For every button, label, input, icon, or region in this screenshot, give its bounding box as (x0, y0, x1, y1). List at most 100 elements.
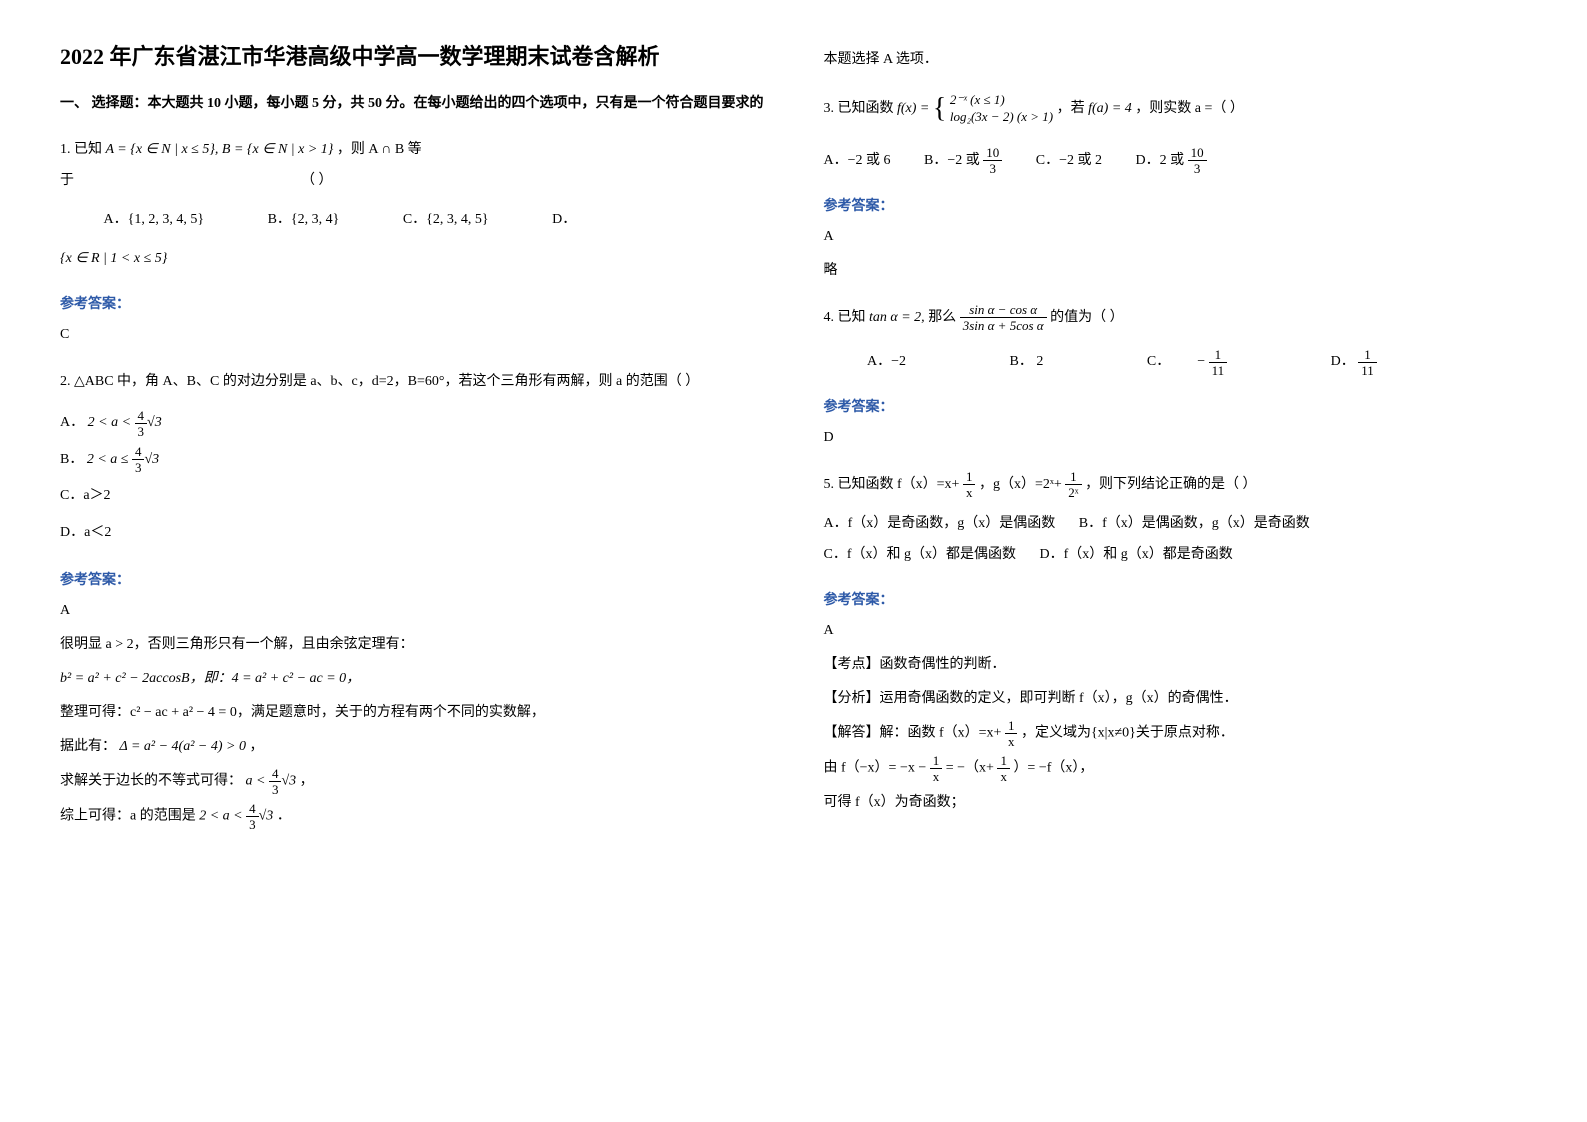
frac-den: 11 (1358, 363, 1377, 377)
q4-option-c: C． − 1 11 (1147, 347, 1227, 378)
q2-stem: 2. △ABC 中，角 A、B、C 的对边分别是 a、b、c，d=2，B=60°… (60, 374, 699, 389)
q2-optB-sqrt: √3 (144, 452, 159, 467)
frac: 1 x (963, 470, 976, 499)
q2-optA-pre: A． (60, 415, 84, 430)
frac-num: 1 (963, 470, 976, 485)
neg: − (1197, 354, 1205, 369)
q3-option-b: B．−2 或 10 3 (924, 146, 1002, 177)
frac: 1 x (1005, 719, 1018, 748)
q1-option-a: A．{1, 2, 3, 4, 5} (104, 205, 205, 236)
question-3: 3. 已知函数 f(x) = { 2⁻ˣ (x ≤ 1) log₂(3x − 2… (824, 92, 1528, 177)
q1-formula: A = {x ∈ N | x ≤ 5}, B = {x ∈ N | x > 1} (106, 142, 334, 157)
section-intro: 一、 选择题：本大题共 10 小题，每小题 5 分，共 50 分。在每小题给出的… (60, 93, 764, 115)
q1-paren: （ ） (301, 173, 333, 188)
q1-option-b: B．{2, 3, 4} (268, 205, 340, 236)
q4-option-b: B． 2 (1010, 347, 1044, 378)
q2-line2: b² = a² + c² − 2accosB，即：4 = a² + c² − a… (60, 665, 764, 693)
q4-option-a: A．−2 (867, 347, 906, 378)
text: 【解答】解：函数 f（x）=x+ (824, 725, 1002, 740)
frac-den: 2ˣ (1065, 485, 1081, 499)
frac-num: 1 (1005, 719, 1018, 734)
q1-option-c: C．{2, 3, 4, 5} (403, 205, 489, 236)
q3-mid: ，若 (1057, 101, 1085, 116)
q4-post: 的值为（ ） (1050, 310, 1124, 325)
q2-line5: 求解关于边长的不等式可得： a < 4 3 √3 ， (60, 767, 764, 796)
q3-post: ，则实数 a =（ ） (1135, 101, 1244, 116)
frac-den: 3 (1188, 161, 1207, 175)
question-2: 2. △ABC 中，角 A、B、C 的对边分别是 a、b、c，d=2，B=60°… (60, 367, 764, 551)
frac-num: 4 (269, 767, 282, 782)
text: 由 f（−x）= −x − (824, 760, 927, 775)
q4-main-frac: sin α − cos α 3sin α + 5cos α (960, 303, 1047, 332)
frac-num: 10 (1188, 146, 1207, 161)
frac-num: 4 (132, 445, 145, 460)
question-1: 1. 已知 A = {x ∈ N | x ≤ 5}, B = {x ∈ N | … (60, 135, 764, 274)
q3-stem-pre: 3. 已知函数 (824, 101, 894, 116)
q5-analysis: 【分析】运用奇偶函数的定义，即可判断 f（x），g（x）的奇偶性． (824, 685, 1528, 713)
q5-option-d: D．f（x）和 g（x）都是奇函数 (1040, 540, 1233, 571)
frac: 4 3 (246, 802, 259, 831)
frac-den: 3 (132, 460, 145, 474)
q2-line6: 综上可得：a 的范围是 2 < a < 4 3 √3 ． (60, 802, 764, 831)
q2-answer: A (60, 597, 764, 625)
text: ， (249, 739, 263, 754)
q1-answer-label: 参考答案： (60, 293, 764, 313)
q2-optB-frac: 4 3 (132, 445, 145, 474)
q5-option-c: C．f（x）和 g（x）都是偶函数 (824, 540, 1017, 571)
frac-num: 10 (983, 146, 1002, 161)
frac-den: x (1005, 734, 1018, 748)
frac-num: 4 (246, 802, 259, 817)
text: ． (277, 809, 291, 824)
question-4: 4. 已知 tan α = 2, 那么 sin α − cos α 3sin α… (824, 303, 1528, 379)
frac: 4 3 (269, 767, 282, 796)
case-1: 2⁻ˣ (x ≤ 1) (950, 92, 1053, 109)
q2-optA-frac: 4 3 (135, 409, 148, 438)
q4-pre: 4. 已知 (824, 310, 866, 325)
q1-option-d: D． (552, 205, 576, 236)
frac: 1 x (997, 754, 1010, 783)
q5-option-b: B．f（x）是偶函数，g（x）是奇函数 (1079, 509, 1310, 540)
q2-tail: 本题选择 A 选项． (824, 46, 1528, 74)
text: D．2 或 (1135, 153, 1184, 168)
math: a < (246, 774, 269, 789)
frac-num: sin α − cos α (960, 303, 1047, 318)
frac: 1 2ˣ (1065, 470, 1081, 499)
text: D． (1331, 354, 1355, 369)
q1-answer: C (60, 321, 764, 349)
q2-option-c: C．a＞2 (60, 478, 764, 514)
text: ，定义域为{x|x≠0}关于原点对称． (1021, 725, 1234, 740)
frac: 1 11 (1209, 348, 1228, 377)
q3-option-a: A．−2 或 6 (824, 146, 891, 177)
q3-cases: 2⁻ˣ (x ≤ 1) log₂(3x − 2) (x > 1) (950, 92, 1053, 126)
text: 求解关于边长的不等式可得： (60, 774, 242, 789)
text: 综上可得：a 的范围是 (60, 809, 196, 824)
q4-tan: tan α = 2, (869, 310, 925, 325)
q5-post: ，则下列结论正确的是（ ） (1085, 477, 1257, 492)
frac-den: 3 (135, 424, 148, 438)
frac-num: 1 (997, 754, 1010, 769)
q1-option-d-cont: {x ∈ R | 1 < x ≤ 5} (60, 244, 764, 275)
frac-den: 11 (1209, 363, 1228, 377)
frac-den: x (963, 485, 976, 499)
q2-optA-math: 2 < a < (88, 415, 135, 430)
text: 据此有： (60, 739, 116, 754)
q2-line4: 据此有： Δ = a² − 4(a² − 4) > 0 ， (60, 733, 764, 761)
frac-den: 3 (269, 782, 282, 796)
frac: 1 11 (1358, 348, 1377, 377)
q2-line3: 整理可得：c² − ac + a² − 4 = 0，满足题意时，关于的方程有两个… (60, 699, 764, 727)
q2-optB-math: 2 < a ≤ (87, 452, 132, 467)
q1-stem-post: ，则 A ∩ B 等 (337, 142, 422, 157)
frac-den: x (997, 769, 1010, 783)
frac-den: x (930, 769, 943, 783)
frac-den: 3 (983, 161, 1002, 175)
q4-then: 那么 (928, 310, 956, 325)
frac-num: 1 (1358, 348, 1377, 363)
q3-option-d: D．2 或 10 3 (1135, 146, 1206, 177)
frac-num: 4 (135, 409, 148, 424)
q5-pre: 5. 已知函数 f（x）=x+ (824, 477, 960, 492)
q5-line2: 由 f（−x）= −x − 1 x = −（x+ 1 x ）= −f（x）， (824, 754, 1528, 783)
frac-den: 3 (246, 817, 259, 831)
sqrt: √3 (259, 809, 274, 824)
q1-stem-line2: 于 (60, 173, 74, 188)
text: ， (300, 774, 314, 789)
